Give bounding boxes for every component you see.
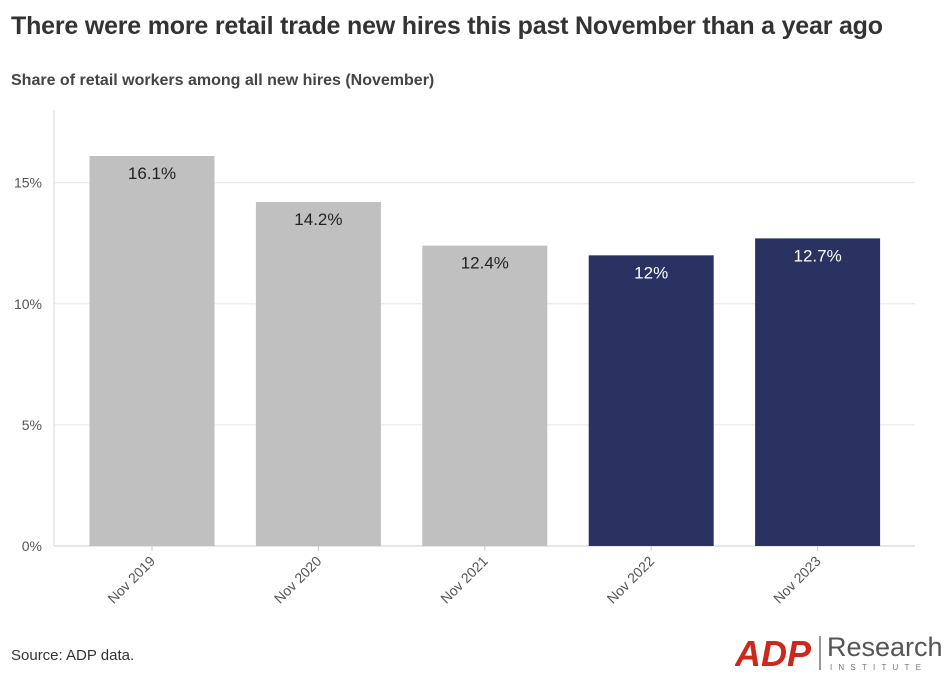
data-label: 12.4% bbox=[461, 254, 509, 273]
logo-institute-text: INSTITUTE bbox=[830, 663, 928, 672]
data-label: 16.1% bbox=[128, 164, 176, 183]
logo-research-text: Research bbox=[827, 632, 943, 662]
source-note: Source: ADP data. bbox=[11, 647, 135, 664]
adp-research-logo: ADP Research INSTITUTE bbox=[735, 632, 945, 676]
y-tick-label: 10% bbox=[14, 296, 42, 312]
x-tick-label: Nov 2020 bbox=[271, 553, 325, 607]
x-tick-label: Nov 2021 bbox=[437, 553, 491, 607]
bar bbox=[89, 156, 215, 546]
bar bbox=[255, 202, 381, 547]
y-tick-label: 5% bbox=[22, 417, 42, 433]
bar bbox=[588, 255, 714, 547]
chart-title: There were more retail trade new hires t… bbox=[11, 12, 883, 40]
chart-subtitle: Share of retail workers among all new hi… bbox=[11, 72, 435, 89]
y-tick-label: 15% bbox=[14, 175, 42, 191]
bar bbox=[755, 238, 881, 546]
y-tick-label: 0% bbox=[22, 538, 42, 554]
data-label: 12.7% bbox=[793, 246, 841, 265]
bar-chart: 0% 5% 10% 15% 16.1% 14.2% 12.4% 12% 12.7% Nov 2… bbox=[14, 110, 915, 607]
data-label: 12% bbox=[634, 263, 668, 282]
y-axis: 0% 5% 10% 15% bbox=[14, 110, 55, 554]
bars bbox=[89, 156, 881, 547]
adp-logo-icon: ADP bbox=[735, 635, 812, 671]
data-labels: 16.1% 14.2% 12.4% 12% 12.7% bbox=[128, 164, 842, 282]
x-tick-label: Nov 2023 bbox=[770, 553, 824, 607]
bar bbox=[422, 245, 548, 546]
x-tick-label: Nov 2019 bbox=[104, 553, 158, 607]
svg-text:ADP: ADP bbox=[735, 635, 812, 671]
logo-divider bbox=[819, 636, 821, 670]
data-label: 14.2% bbox=[294, 210, 342, 229]
x-axis: Nov 2019 Nov 2020 Nov 2021 Nov 2022 Nov 2023 bbox=[104, 546, 824, 607]
x-tick-label: Nov 2022 bbox=[604, 553, 658, 607]
